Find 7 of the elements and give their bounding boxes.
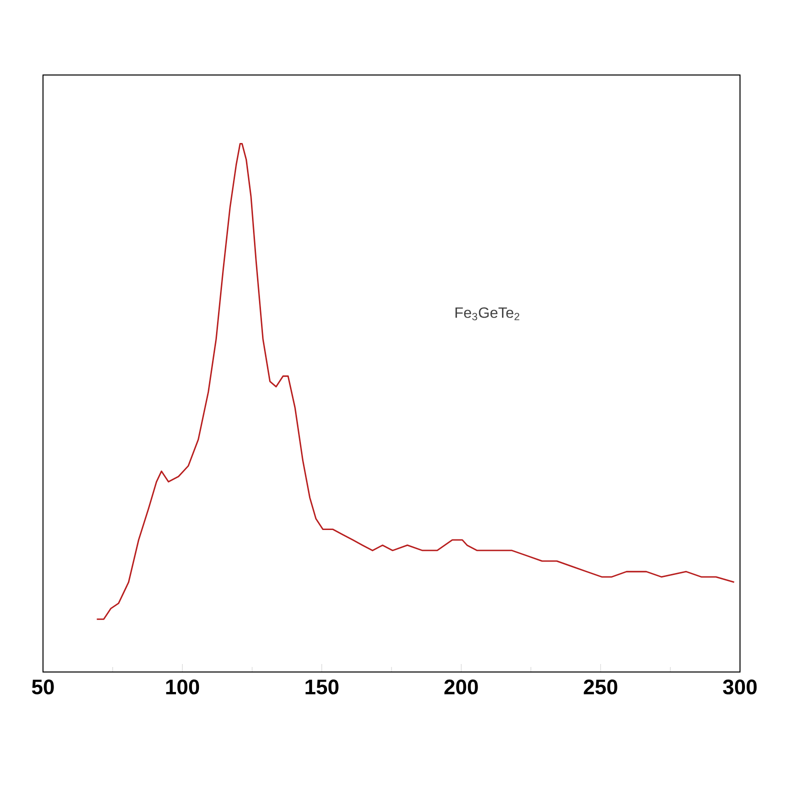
x-tick-label: 200 [444,680,478,694]
x-tick-label: 300 [722,680,757,694]
x-tick-label: 100 [166,680,200,694]
x-tick-label: 150 [306,680,338,694]
x-tick-label: 50 [32,680,54,694]
annotation: Fe$_{3}$GeTe$_{2}$ [456,307,520,320]
x-tick-label: 250 [584,680,618,694]
